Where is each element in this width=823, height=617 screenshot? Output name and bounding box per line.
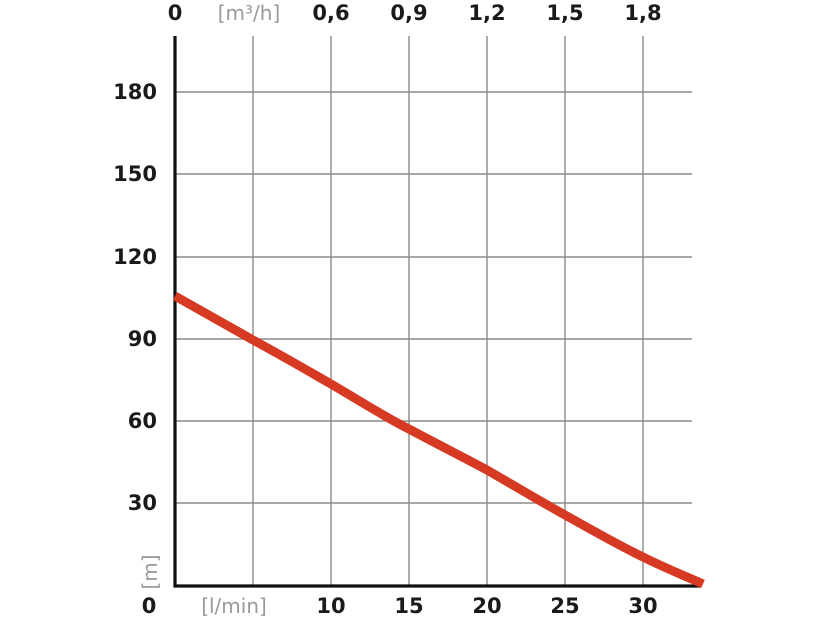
pump-curve <box>172 292 705 589</box>
x2-tick-0-6: 0,6 <box>312 1 349 25</box>
x-tick-25: 25 <box>550 594 579 617</box>
y-tick-150: 150 <box>113 162 157 186</box>
x2-unit-label: [m³/h] <box>218 1 281 25</box>
x-tick-0: 0 <box>142 594 157 617</box>
y-tick-30: 30 <box>128 491 157 515</box>
x-tick-10: 10 <box>316 594 345 617</box>
y-tick-60: 60 <box>128 409 157 433</box>
x2-tick-1-5: 1,5 <box>546 1 583 25</box>
x-tick-15: 15 <box>394 594 423 617</box>
x2-tick-0-9: 0,9 <box>390 1 427 25</box>
y-tick-120: 120 <box>113 245 157 269</box>
y-tick-180: 180 <box>113 80 157 104</box>
horizontal-grid <box>175 91 692 504</box>
y-unit-label: [m] <box>138 554 162 589</box>
x-tick-30: 30 <box>628 594 657 617</box>
x-unit-label: [l/min] <box>201 594 267 617</box>
y-tick-90: 90 <box>128 327 157 351</box>
x2-tick-1-8: 1,8 <box>624 1 661 25</box>
x2-tick-0: 0 <box>168 1 183 25</box>
x2-tick-1-2: 1,2 <box>468 1 505 25</box>
x-tick-20: 20 <box>472 594 501 617</box>
vertical-grid <box>252 36 644 586</box>
